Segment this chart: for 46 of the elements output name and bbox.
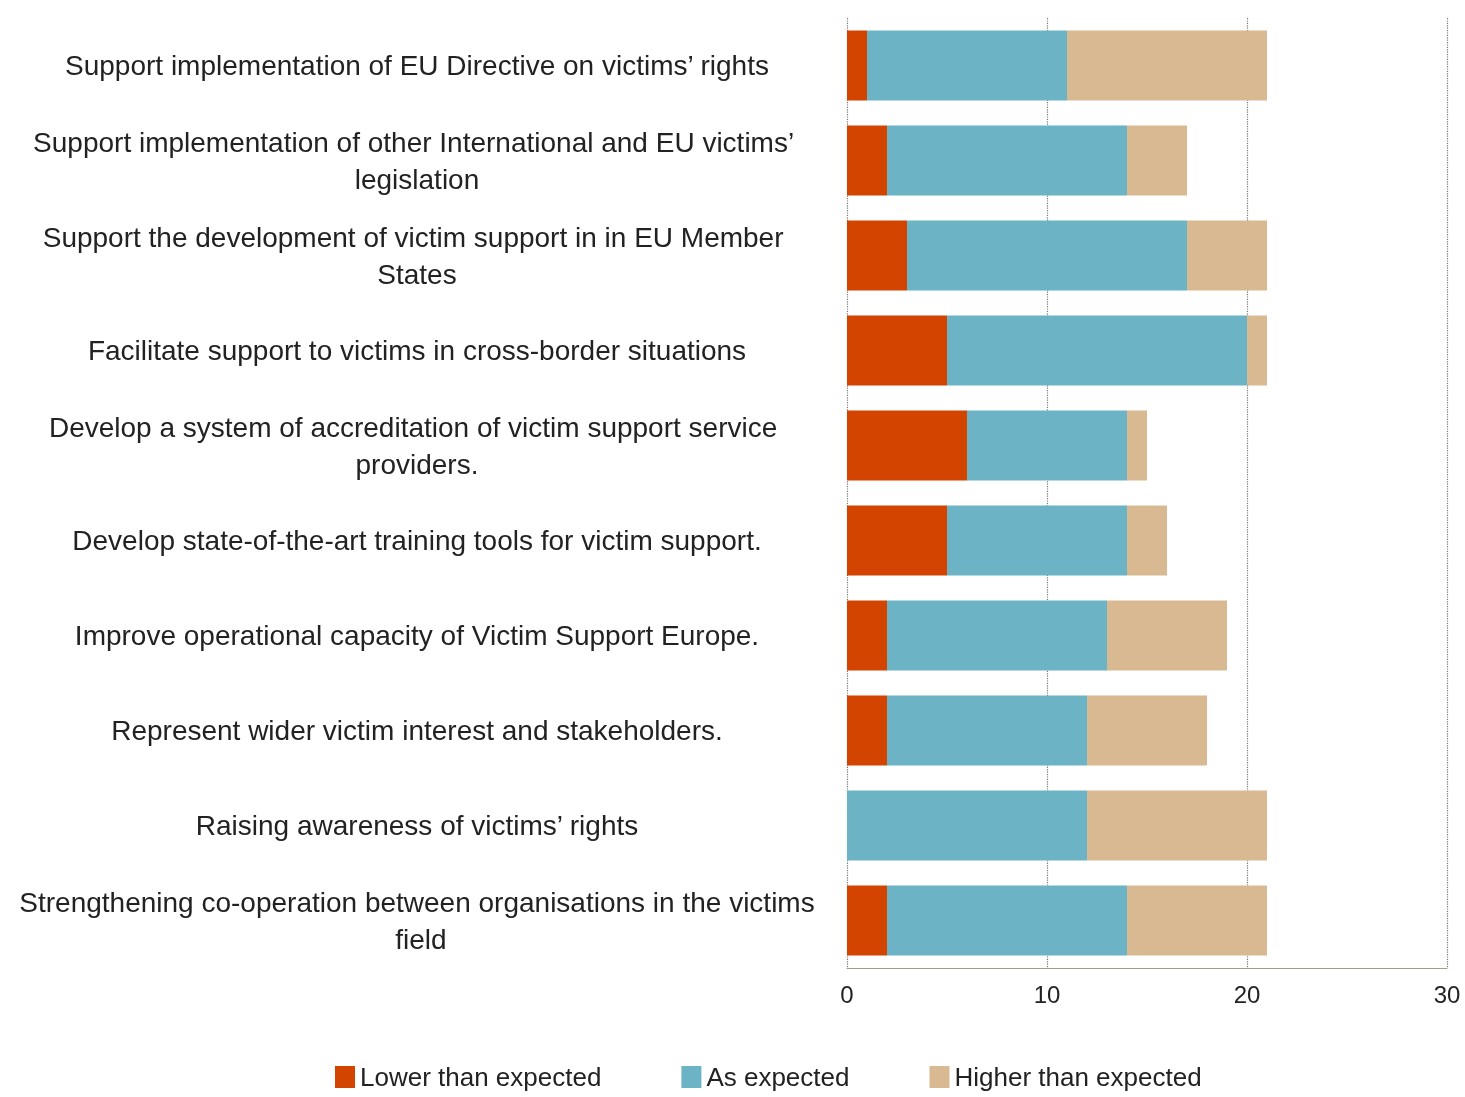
bar: [847, 30, 867, 101]
bar: [1187, 220, 1267, 291]
bar: [967, 410, 1127, 481]
y-tick-label: Strengthening co-operation between organisations in the victims field: [19, 886, 815, 955]
bar: [947, 315, 1247, 386]
bar: [1067, 30, 1267, 101]
bar: [887, 600, 1107, 671]
bar: [1127, 125, 1187, 196]
bar: [847, 220, 907, 291]
y-tick-label: Develop state-of-the-art training tools for victim support.: [72, 525, 762, 556]
y-tick-label: Support implementation of EU Directive on victims’ rights: [65, 50, 769, 81]
bar: [847, 410, 967, 481]
bar: [887, 125, 1127, 196]
bar: [1247, 315, 1267, 386]
bar: [887, 885, 1127, 956]
y-tick-label: Develop a system of accreditation of victim support service providers.: [48, 411, 786, 480]
bar: [947, 505, 1127, 576]
y-tick-label: Raising awareness of victims’ rights: [195, 810, 639, 841]
x-tick-label: 10: [1033, 980, 1061, 1008]
bar: [1087, 790, 1267, 861]
y-tick-label: Support implementation of other International and EU victims’ legislation: [33, 126, 801, 195]
bar: [1107, 600, 1227, 671]
bar: [907, 220, 1187, 291]
legend-label: Higher than expected: [954, 1062, 1202, 1092]
bar: [1087, 695, 1207, 766]
x-tick-label: 30: [1433, 980, 1461, 1008]
x-tick-label: 20: [1233, 980, 1261, 1008]
legend-label: As expected: [706, 1062, 850, 1092]
bar: [1127, 410, 1147, 481]
legend-label: Lower than expected: [360, 1062, 602, 1092]
y-tick-label: Facilitate support to victims in cross-border situations: [87, 335, 747, 366]
bar: [847, 600, 887, 671]
bar: [887, 695, 1087, 766]
bar: [847, 505, 947, 576]
y-tick-label: Improve operational capacity of Victim Support Europe.: [74, 620, 760, 651]
bar: [847, 790, 1087, 861]
bar: [847, 885, 887, 956]
x-tick-label: 0: [840, 980, 854, 1008]
bar: [1127, 885, 1267, 956]
bar: [847, 695, 887, 766]
y-tick-label: Represent wider victim interest and stakeholders.: [111, 715, 723, 746]
y-tick-label: Support the development of victim support in in EU Member States: [42, 221, 792, 290]
bar: [1127, 505, 1167, 576]
bar: [847, 125, 887, 196]
bar: [847, 315, 947, 386]
bar: [867, 30, 1067, 101]
